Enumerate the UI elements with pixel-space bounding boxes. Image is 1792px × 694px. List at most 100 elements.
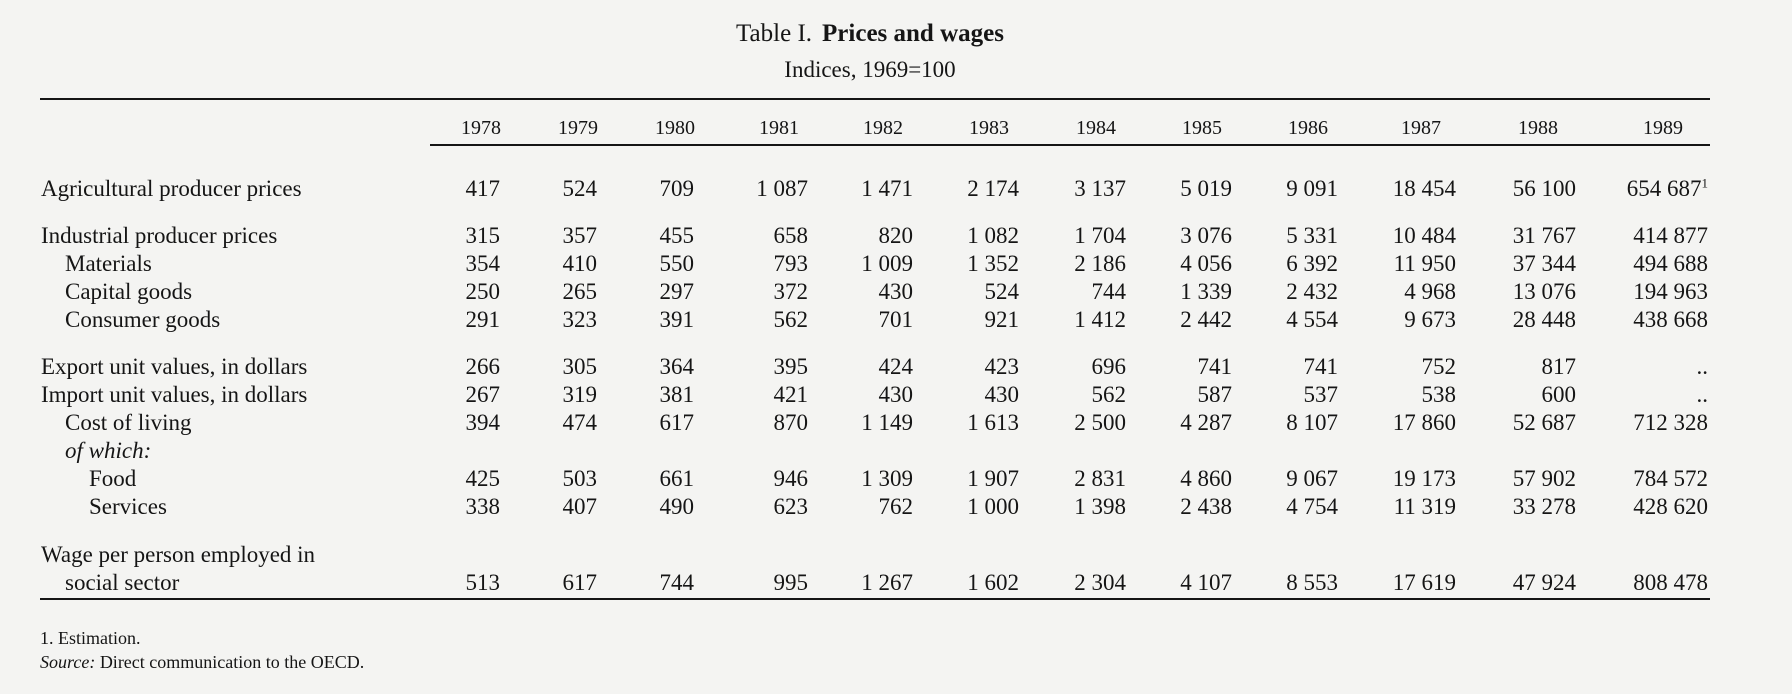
cell-value: 623 (773, 494, 809, 519)
cell-value: 2 500 (1074, 410, 1126, 435)
cell-value: 1 009 (861, 251, 913, 276)
table-cell: 4 754 (1218, 494, 1338, 520)
cell-value: 1 267 (861, 570, 913, 595)
table-cell: 414 877 (1588, 223, 1708, 249)
cell-value: 494 688 (1633, 251, 1708, 276)
table-cell: 2 500 (1006, 410, 1126, 436)
table-cell: 364 (574, 354, 695, 380)
table-cell: 305 (477, 354, 598, 380)
table-cell: 395 (688, 354, 809, 380)
table-cell: 4 554 (1218, 307, 1338, 333)
cell-value: 4 056 (1180, 251, 1232, 276)
year-header-6: 1984 (1076, 117, 1116, 139)
cell-value: 8 553 (1286, 570, 1338, 595)
table-cell: 3 137 (1006, 176, 1126, 202)
cell-value: 2 442 (1180, 307, 1232, 332)
cell-value: 18 454 (1392, 176, 1456, 201)
cell-value: 741 (1197, 354, 1233, 379)
cell-value: 28 448 (1512, 307, 1576, 332)
table-cell: 784 572 (1588, 466, 1708, 492)
cell-value: 995 (773, 570, 809, 595)
year-header-9: 1987 (1401, 117, 1441, 139)
row-label: Import unit values, in dollars (41, 382, 308, 407)
row-label: Services (89, 494, 167, 519)
table-cell: 752 (1336, 354, 1457, 380)
table-cell: 550 (574, 251, 695, 277)
table-cell: 1 339 (1112, 279, 1232, 305)
cell-value: 424 (878, 354, 914, 379)
table-cell: 266 (380, 354, 501, 380)
cell-value: 305 (562, 354, 598, 379)
table-cell: 425 (380, 466, 501, 492)
cell-value: 537 (1303, 382, 1339, 407)
cell-value: 1 412 (1074, 307, 1126, 332)
table-cell: 8 107 (1218, 410, 1338, 436)
cell-value: 709 (659, 176, 695, 201)
cell-value: 455 (659, 223, 695, 248)
row-label: Cost of living (65, 410, 192, 435)
cell-value: 250 (465, 279, 501, 304)
cell-value: 2 186 (1074, 251, 1126, 276)
table-cell: 18 454 (1336, 176, 1456, 202)
cell-value: 1 149 (861, 410, 913, 435)
row-label: Agricultural producer prices (41, 176, 302, 201)
table-cell: 513 (380, 570, 501, 596)
table-cell: 3 076 (1112, 223, 1232, 249)
table-cell: 2 186 (1006, 251, 1126, 277)
table-cell: 354 (380, 251, 501, 277)
year-header-1: 1979 (558, 117, 598, 139)
cell-value: 2 304 (1074, 570, 1126, 595)
cell-value: 817 (1541, 354, 1577, 379)
cell-value: 600 (1541, 382, 1577, 407)
cell-value: 744 (1091, 279, 1127, 304)
table-cell: .. (1588, 382, 1709, 408)
cell-value: 425 (465, 466, 501, 491)
cell-value: 52 687 (1512, 410, 1576, 435)
cell-value: 410 (562, 251, 598, 276)
cell-value: 524 (562, 176, 598, 201)
cell-value: 3 137 (1074, 176, 1126, 201)
cell-value: 428 620 (1633, 494, 1708, 519)
cell-value: 696 (1091, 354, 1127, 379)
source-label: Source: (40, 652, 96, 672)
cell-value: 430 (878, 382, 914, 407)
table-cell: 9 091 (1218, 176, 1338, 202)
table-cell: 194 963 (1588, 279, 1708, 305)
cell-value: 1 471 (861, 176, 913, 201)
cell-value: 744 (659, 570, 695, 595)
cell-value: 1 082 (967, 223, 1019, 248)
table-subtitle: Indices, 1969=100 (784, 57, 956, 82)
cell-value: 587 (1197, 382, 1233, 407)
table-cell: 741 (1218, 354, 1339, 380)
table-cell: 661 (574, 466, 695, 492)
source-note: Source: Direct communication to the OECD… (40, 652, 364, 673)
cell-value: 490 (659, 494, 695, 519)
cell-value: 658 (773, 223, 809, 248)
table-cell: 265 (477, 279, 598, 305)
table-title: Table I. Prices and wages (0, 20, 1740, 48)
table-cell: 712 328 (1588, 410, 1708, 436)
table-cell: 701 (793, 307, 914, 333)
cell-value: 291 (465, 307, 501, 332)
table-cell: 1 087 (688, 176, 808, 202)
table-cell: 56 100 (1456, 176, 1576, 202)
table-cell: 9 067 (1218, 466, 1338, 492)
table-cell: 562 (1006, 382, 1127, 408)
table-cell: 13 076 (1456, 279, 1576, 305)
table-cell: 870 (688, 410, 809, 436)
cell-value: 438 668 (1633, 307, 1708, 332)
table-cell: 744 (1006, 279, 1127, 305)
row-label: of which: (65, 438, 152, 463)
table-cell: 1 352 (899, 251, 1019, 277)
cell-value: 267 (465, 382, 501, 407)
cell-value: 17 860 (1392, 410, 1456, 435)
year-header-rule (430, 144, 1710, 146)
table-cell: 1 471 (793, 176, 913, 202)
cell-value: 315 (465, 223, 501, 248)
table-cell: 267 (380, 382, 501, 408)
table-cell: 762 (793, 494, 914, 520)
cell-value: 808 478 (1633, 570, 1708, 595)
table-cell: 537 (1218, 382, 1339, 408)
cell-value: 11 319 (1393, 494, 1456, 519)
